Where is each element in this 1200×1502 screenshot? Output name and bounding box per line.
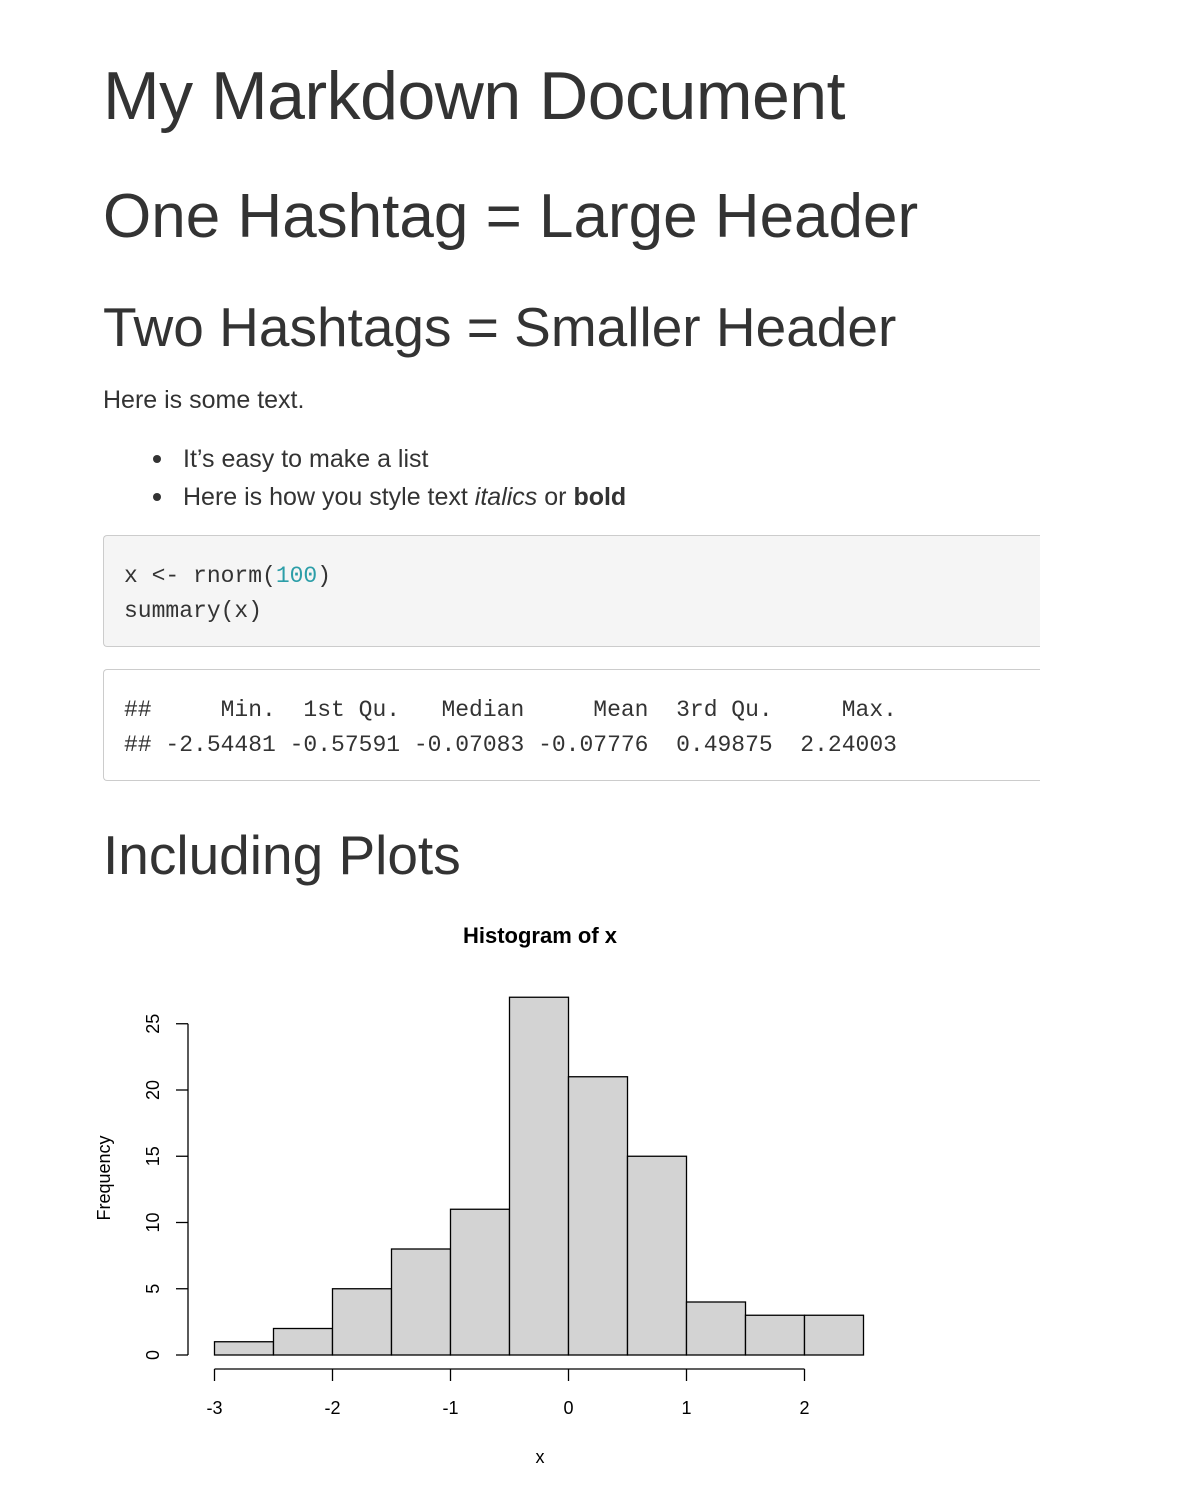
x-axis: -3 -2 -1 0 1 2 bbox=[206, 1368, 810, 1418]
x-tick-label: -3 bbox=[206, 1398, 222, 1418]
x-tick-label: -2 bbox=[324, 1398, 340, 1418]
y-tick-label: 25 bbox=[143, 1014, 163, 1034]
paragraph-text: Here is some text. bbox=[103, 386, 305, 414]
x-tick-label: 0 bbox=[563, 1398, 573, 1418]
code-input-block: x <- rnorm(100) summary(x) bbox=[103, 535, 1040, 647]
histogram-bar bbox=[272, 1327, 334, 1356]
plots-header: Including Plots bbox=[103, 824, 461, 886]
code-output-block: ## Min. 1st Qu. Median Mean 3rd Qu. Max.… bbox=[103, 669, 1040, 781]
y-axis-label: Frequency bbox=[94, 1135, 114, 1220]
list-item: Here is how you style text italics or bo… bbox=[103, 478, 626, 516]
histogram-bar bbox=[685, 1301, 747, 1356]
histogram-bar bbox=[626, 1155, 688, 1356]
histogram-bar bbox=[508, 996, 570, 1356]
list-item-prefix: Here is how you style text bbox=[183, 483, 475, 511]
y-tick-label: 5 bbox=[143, 1284, 163, 1294]
histogram-bar bbox=[803, 1314, 865, 1356]
x-axis-label: x bbox=[536, 1447, 545, 1467]
code-text: ) bbox=[317, 563, 332, 589]
y-tick-label: 15 bbox=[143, 1146, 163, 1166]
large-header: One Hashtag = Large Header bbox=[103, 182, 919, 251]
histogram-bar bbox=[213, 1341, 275, 1356]
output-line: ## Min. 1st Qu. Median Mean 3rd Qu. Max. bbox=[124, 697, 911, 723]
code-line: summary(x) bbox=[124, 598, 263, 624]
x-tick-label: -1 bbox=[442, 1398, 458, 1418]
smaller-header: Two Hashtags = Smaller Header bbox=[103, 296, 897, 358]
y-tick-label: 0 bbox=[143, 1350, 163, 1360]
y-axis: 0 5 10 15 20 25 bbox=[143, 1014, 189, 1360]
histogram-bar bbox=[744, 1314, 806, 1356]
code-text: x <- rnorm( bbox=[124, 563, 276, 589]
list-item-middle: or bbox=[537, 483, 574, 511]
chart-title: Histogram of x bbox=[463, 923, 618, 948]
code-line: x <- rnorm(100) bbox=[124, 565, 331, 588]
code-number: 100 bbox=[275, 563, 318, 589]
x-tick-label: 2 bbox=[799, 1398, 809, 1418]
list-item: It’s easy to make a list bbox=[103, 440, 626, 478]
histogram-bar bbox=[331, 1288, 393, 1356]
bold-text: bold bbox=[573, 483, 627, 511]
output-line: ## -2.54481 -0.57591 -0.07083 -0.07776 0… bbox=[124, 732, 911, 758]
document-title: My Markdown Document bbox=[103, 58, 846, 134]
y-tick-label: 20 bbox=[143, 1080, 163, 1100]
bullet-list: It’s easy to make a list Here is how you… bbox=[103, 440, 626, 516]
italic-text: italics bbox=[474, 483, 538, 511]
bars-group bbox=[213, 996, 865, 1356]
histogram-bar bbox=[390, 1248, 452, 1356]
y-tick-label: 10 bbox=[143, 1212, 163, 1232]
x-tick-label: 1 bbox=[681, 1398, 691, 1418]
histogram-bar bbox=[449, 1208, 511, 1356]
list-item-text: It’s easy to make a list bbox=[183, 445, 429, 473]
histogram-bar bbox=[567, 1076, 629, 1356]
